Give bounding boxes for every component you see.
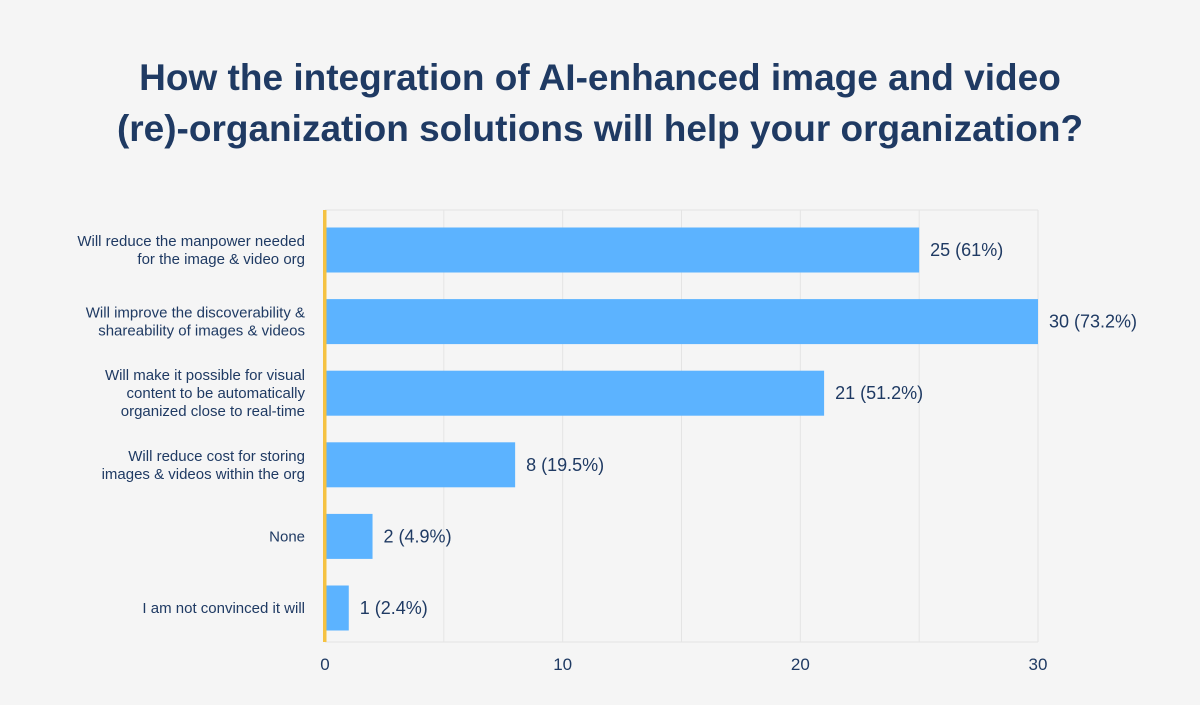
category-label: None xyxy=(269,528,305,545)
bar xyxy=(325,513,373,559)
bar xyxy=(325,370,825,416)
grid-lines xyxy=(324,209,1039,643)
x-tick-label: 30 xyxy=(1029,655,1048,674)
category-label: Will make it possible for visual content … xyxy=(105,367,306,420)
chart-title-line-2: (re)-organization solutions will help yo… xyxy=(116,108,1084,149)
chart-title: How the integration of AI-enhanced image… xyxy=(0,52,1200,154)
data-labels: 25 (61%) 30 (73.2%) 21 (51.2%) 8 (19.5%) 2 (… xyxy=(360,240,1137,618)
bar xyxy=(325,585,349,631)
y-axis xyxy=(323,210,327,642)
data-label: 8 (19.5%) xyxy=(526,455,604,475)
category-label: I am not convinced it will xyxy=(142,600,305,617)
data-label: 1 (2.4%) xyxy=(360,598,428,618)
bar xyxy=(325,442,516,488)
bar xyxy=(325,227,920,273)
category-labels: Will reduce the manpower needed for the i… xyxy=(77,233,305,617)
x-tick-label: 0 xyxy=(320,655,329,674)
category-label: Will reduce cost for storing images & vid… xyxy=(102,448,305,483)
x-axis-ticks: 0 10 20 30 xyxy=(320,655,1047,674)
category-label: Will reduce the manpower needed for the i… xyxy=(77,233,305,268)
y-axis-line xyxy=(323,210,327,642)
data-label: 25 (61%) xyxy=(930,240,1003,260)
data-label: 21 (51.2%) xyxy=(835,383,923,403)
data-label: 2 (4.9%) xyxy=(384,526,452,546)
x-tick-label: 10 xyxy=(553,655,572,674)
category-label: Will improve the discoverability & sharea… xyxy=(86,305,305,340)
data-label: 30 (73.2%) xyxy=(1049,312,1137,332)
bar xyxy=(325,299,1038,345)
chart-title-line-1: How the integration of AI-enhanced image… xyxy=(139,57,1061,98)
x-tick-label: 20 xyxy=(791,655,810,674)
bars xyxy=(325,227,1038,631)
